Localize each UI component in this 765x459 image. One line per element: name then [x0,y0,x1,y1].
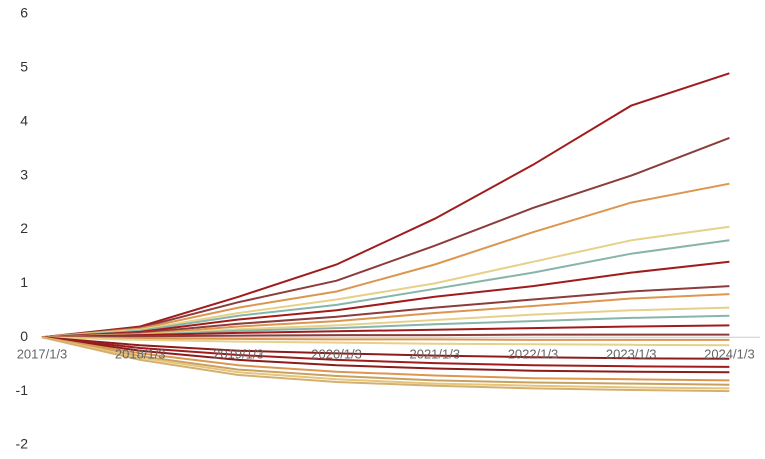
series-line [41,182,730,339]
y-tick-label: -1 [16,382,29,398]
x-tick-label: 2018/1/3 [115,346,166,361]
y-tick-label: 6 [20,5,28,21]
x-tick-label: 2020/1/3 [311,346,362,361]
series-line [41,225,730,339]
series-line [41,336,730,347]
series-line [41,336,730,382]
series-line [41,336,730,390]
series-line [41,285,730,339]
y-tick-label: -2 [16,436,29,452]
series-line [41,336,730,341]
y-tick-label: 1 [20,274,28,290]
series-line [41,72,730,339]
x-tick-label: 2022/1/3 [508,346,559,361]
x-tick-label: 2017/1/3 [17,346,68,361]
series-line [41,260,730,339]
series-line [41,336,730,393]
series-line [41,336,730,386]
x-tick-label: 2024/1/3 [704,346,755,361]
series-line [41,324,730,339]
x-tick-label: 2019/1/3 [213,346,264,361]
y-tick-label: 2 [20,220,28,236]
x-tick-label: 2021/1/3 [409,346,460,361]
series-line [41,336,730,374]
x-tick-label: 2023/1/3 [606,346,657,361]
series-line [41,336,730,368]
y-tick-label: 4 [20,112,28,128]
series-line [41,333,730,339]
series-line [41,136,730,339]
series-line [41,336,730,360]
y-tick-label: 5 [20,59,28,75]
y-tick-label: 0 [20,328,28,344]
series-line [41,239,730,339]
y-tick-label: 3 [20,166,28,182]
